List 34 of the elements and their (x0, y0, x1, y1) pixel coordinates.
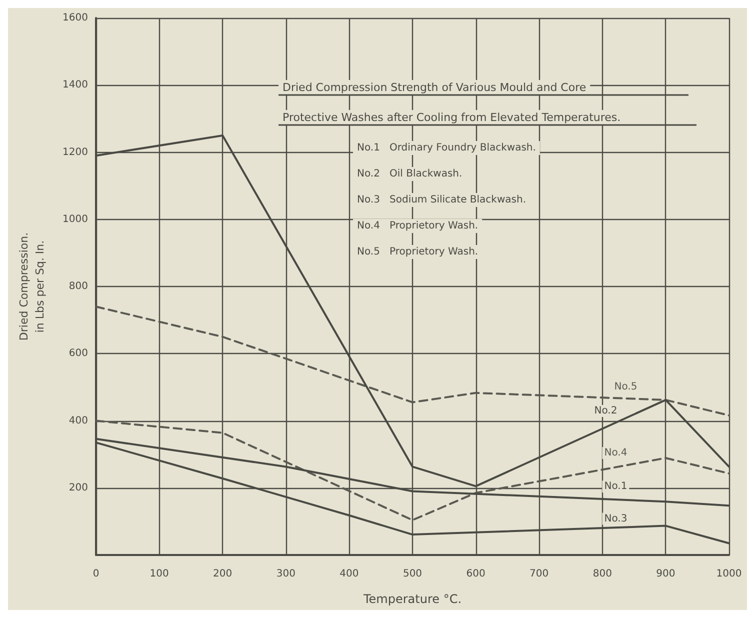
x-tick-label: 400 (340, 568, 359, 580)
y-tick-label: 400 (68, 415, 88, 426)
line-series (95, 306, 730, 416)
y-tick-label: 200 (68, 482, 88, 494)
x-tick-label: 700 (530, 568, 549, 580)
y-tick-label: 1000 (62, 214, 88, 225)
text: Protective Washes after Cooling from Elevated Temperatures. (282, 111, 621, 124)
x-tick-label: 300 (276, 568, 296, 580)
annotation: No.2 Oil Blackwash. (357, 168, 462, 180)
annotation: No.1 Ordinary Foundry Blackwash. (357, 142, 536, 154)
series-label: No.2 (594, 405, 618, 416)
x-axis-title: Temperature °C. (362, 592, 462, 606)
annotation: No.3 Sodium Silicate Blackwash. (357, 194, 526, 206)
x-tick-label: 1000 (716, 568, 742, 580)
annotation: No.5 Proprietory Wash. (357, 246, 478, 258)
x-tick-label: 200 (213, 568, 232, 580)
x-tick-label: 0 (92, 568, 100, 580)
x-tick-label: 900 (656, 568, 676, 580)
y-tick-label: 600 (68, 348, 88, 360)
y-tick-label: 1200 (62, 146, 88, 158)
x-tick-label: 500 (402, 568, 422, 580)
x-tick-label: 100 (150, 568, 169, 580)
text: Dried Compression Strength of Various Mould and Core (282, 81, 586, 94)
y-axis-title: Dried Compression. in Lbs per Sq. In. (18, 232, 46, 341)
series-label: No.3 (604, 513, 628, 524)
y-tick-label: 800 (68, 281, 88, 292)
x-tick-label: 800 (592, 568, 612, 580)
y-tick-label: 1400 (62, 80, 88, 91)
annotation: No.4 Proprietory Wash. (357, 220, 478, 232)
x-tick-label: 600 (466, 568, 486, 580)
series-label: No.1 (604, 481, 628, 492)
series-label: No.4 (604, 448, 628, 459)
series-label: No.5 (614, 381, 638, 392)
y-tick-label: 1600 (62, 12, 88, 24)
